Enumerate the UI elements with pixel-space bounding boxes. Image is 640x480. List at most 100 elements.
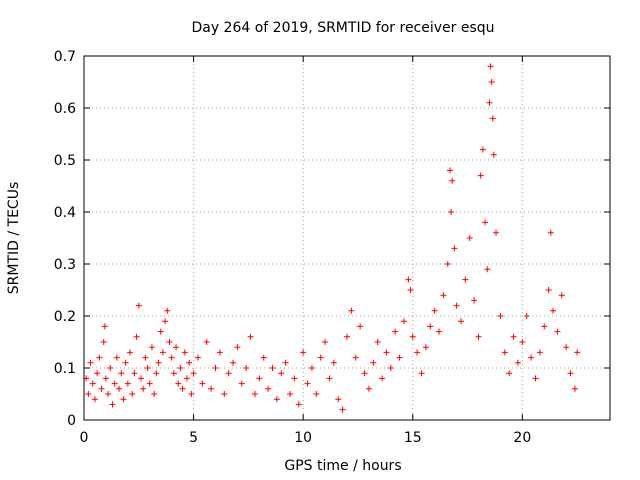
data-point <box>216 349 223 356</box>
data-point <box>175 380 182 387</box>
data-point <box>111 380 118 387</box>
data-point <box>558 292 565 299</box>
data-point <box>471 297 478 304</box>
data-point <box>164 307 171 314</box>
y-tick-label: 0.1 <box>54 361 76 377</box>
grid <box>84 56 610 420</box>
data-point <box>374 339 381 345</box>
data-point <box>352 354 359 361</box>
data-point <box>479 146 486 153</box>
data-point <box>317 354 324 361</box>
data-point <box>422 344 429 351</box>
data-point <box>144 365 151 371</box>
chart-title: Day 264 of 2019, SRMTID for receiver esq… <box>191 20 494 36</box>
data-point <box>449 177 456 184</box>
data-point <box>574 349 581 356</box>
y-tick-label: 0.3 <box>54 257 76 273</box>
x-tick-label: 0 <box>80 430 89 446</box>
data-point <box>199 380 206 387</box>
x-axis-label: GPS time / hours <box>284 458 401 474</box>
data-point <box>339 406 346 413</box>
data-point <box>282 359 289 366</box>
data-point <box>101 323 108 330</box>
data-point <box>550 307 557 314</box>
data-point <box>414 349 421 356</box>
data-point <box>186 359 193 366</box>
data-point <box>287 391 294 397</box>
data-point <box>326 375 333 382</box>
data-point <box>493 229 500 236</box>
data-point <box>179 385 186 392</box>
data-point <box>162 318 169 325</box>
data-point <box>514 359 521 366</box>
data-point <box>194 354 201 361</box>
x-tick-labels: 0 5 10 15 20 <box>80 430 532 446</box>
data-point <box>140 385 147 392</box>
data-point <box>396 354 403 361</box>
data-point <box>477 172 484 179</box>
data-point <box>135 302 142 309</box>
data-point <box>487 63 494 70</box>
data-point <box>357 323 364 330</box>
data-point <box>251 391 258 397</box>
data-point <box>170 370 177 377</box>
data-point <box>190 370 197 377</box>
data-point <box>563 344 570 351</box>
data-point <box>256 375 263 382</box>
data-point <box>431 307 438 314</box>
data-point <box>348 307 355 314</box>
data-point <box>484 266 491 273</box>
data-point <box>444 261 451 267</box>
y-tick-label: 0 <box>67 413 76 429</box>
data-point <box>87 359 94 366</box>
data-point <box>230 359 237 366</box>
data-point <box>225 370 232 377</box>
data-point <box>462 276 469 283</box>
data-point <box>545 287 552 293</box>
data-point <box>273 396 280 403</box>
data-point <box>370 359 377 366</box>
data-point <box>330 359 337 366</box>
data-points <box>83 63 581 413</box>
data-point <box>523 313 530 319</box>
data-point <box>440 292 447 299</box>
data-point <box>107 365 114 371</box>
data-point <box>102 375 109 382</box>
data-point <box>335 396 342 403</box>
data-point <box>308 365 315 371</box>
x-tick-label: 5 <box>189 430 198 446</box>
data-point <box>127 349 134 356</box>
data-point <box>116 385 123 392</box>
data-point <box>409 333 416 340</box>
data-point <box>387 365 394 371</box>
data-point <box>96 354 103 361</box>
y-tick-labels: 0 0.1 0.2 0.3 0.4 0.5 0.6 0.7 <box>54 49 76 429</box>
data-point <box>89 380 96 387</box>
data-point <box>212 365 219 371</box>
data-point <box>466 235 473 241</box>
x-tick-label: 10 <box>294 430 312 446</box>
data-point <box>295 401 302 408</box>
data-point <box>528 354 535 361</box>
data-point <box>181 349 188 356</box>
ticks <box>83 55 610 421</box>
data-point <box>486 99 493 106</box>
data-point <box>269 365 276 371</box>
data-point <box>85 391 92 397</box>
data-point <box>453 302 460 309</box>
data-point <box>151 391 158 397</box>
data-point <box>120 396 127 403</box>
data-point <box>501 349 508 356</box>
data-point <box>448 209 455 215</box>
x-tick-label: 20 <box>513 430 531 446</box>
data-point <box>94 370 101 377</box>
data-point <box>159 349 166 356</box>
data-point <box>400 318 407 325</box>
data-point <box>131 370 138 377</box>
data-point <box>157 328 164 335</box>
data-point <box>427 323 434 330</box>
data-point <box>166 339 173 345</box>
data-point <box>243 365 250 371</box>
data-point <box>234 344 241 351</box>
